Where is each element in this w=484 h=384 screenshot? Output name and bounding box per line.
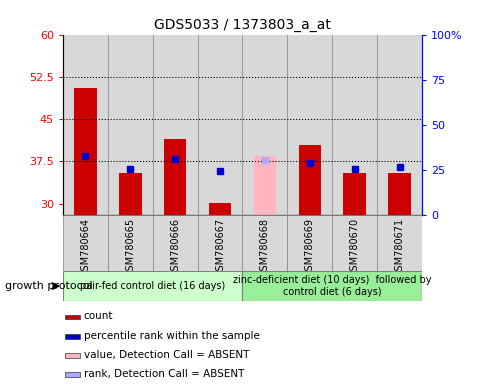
Bar	[343, 173, 365, 215]
Title: GDS5033 / 1373803_a_at: GDS5033 / 1373803_a_at	[154, 18, 330, 32]
Text: GSM780667: GSM780667	[214, 218, 225, 277]
Text: GSM780668: GSM780668	[259, 218, 270, 277]
Text: GSM780670: GSM780670	[349, 218, 359, 277]
Text: rank, Detection Call = ABSENT: rank, Detection Call = ABSENT	[83, 369, 243, 379]
Bar	[388, 173, 410, 215]
Bar	[107, 215, 152, 271]
Text: GSM780671: GSM780671	[393, 218, 404, 277]
Bar	[152, 35, 197, 215]
Bar	[63, 35, 107, 215]
Bar	[242, 215, 287, 271]
Text: GSM780664: GSM780664	[80, 218, 91, 277]
Bar	[376, 35, 421, 215]
Bar	[65, 353, 79, 358]
Bar	[287, 215, 332, 271]
Bar	[332, 35, 376, 215]
Bar	[287, 35, 332, 215]
Bar	[197, 215, 242, 271]
Bar	[332, 215, 376, 271]
Bar	[65, 372, 79, 377]
Bar	[63, 215, 107, 271]
Bar	[63, 271, 242, 301]
Bar	[253, 156, 275, 215]
Text: GSM780669: GSM780669	[304, 218, 314, 277]
Bar	[119, 173, 141, 215]
Text: count: count	[83, 311, 113, 321]
Bar	[242, 271, 421, 301]
Text: GSM780665: GSM780665	[125, 218, 135, 277]
Bar	[197, 35, 242, 215]
Bar	[242, 35, 287, 215]
Text: GSM780666: GSM780666	[170, 218, 180, 277]
Bar	[376, 215, 421, 271]
Bar	[65, 315, 79, 319]
Bar	[298, 144, 320, 215]
Bar	[164, 139, 186, 215]
Text: pair-fed control diet (16 days): pair-fed control diet (16 days)	[80, 281, 225, 291]
Bar	[74, 88, 96, 215]
Text: zinc-deficient diet (10 days)  followed by
control diet (6 days): zinc-deficient diet (10 days) followed b…	[232, 275, 431, 297]
Bar	[107, 35, 152, 215]
Text: percentile rank within the sample: percentile rank within the sample	[83, 331, 259, 341]
Bar	[65, 334, 79, 339]
Bar	[209, 203, 231, 215]
Bar	[152, 215, 197, 271]
Text: value, Detection Call = ABSENT: value, Detection Call = ABSENT	[83, 350, 248, 360]
Text: growth protocol: growth protocol	[5, 281, 92, 291]
